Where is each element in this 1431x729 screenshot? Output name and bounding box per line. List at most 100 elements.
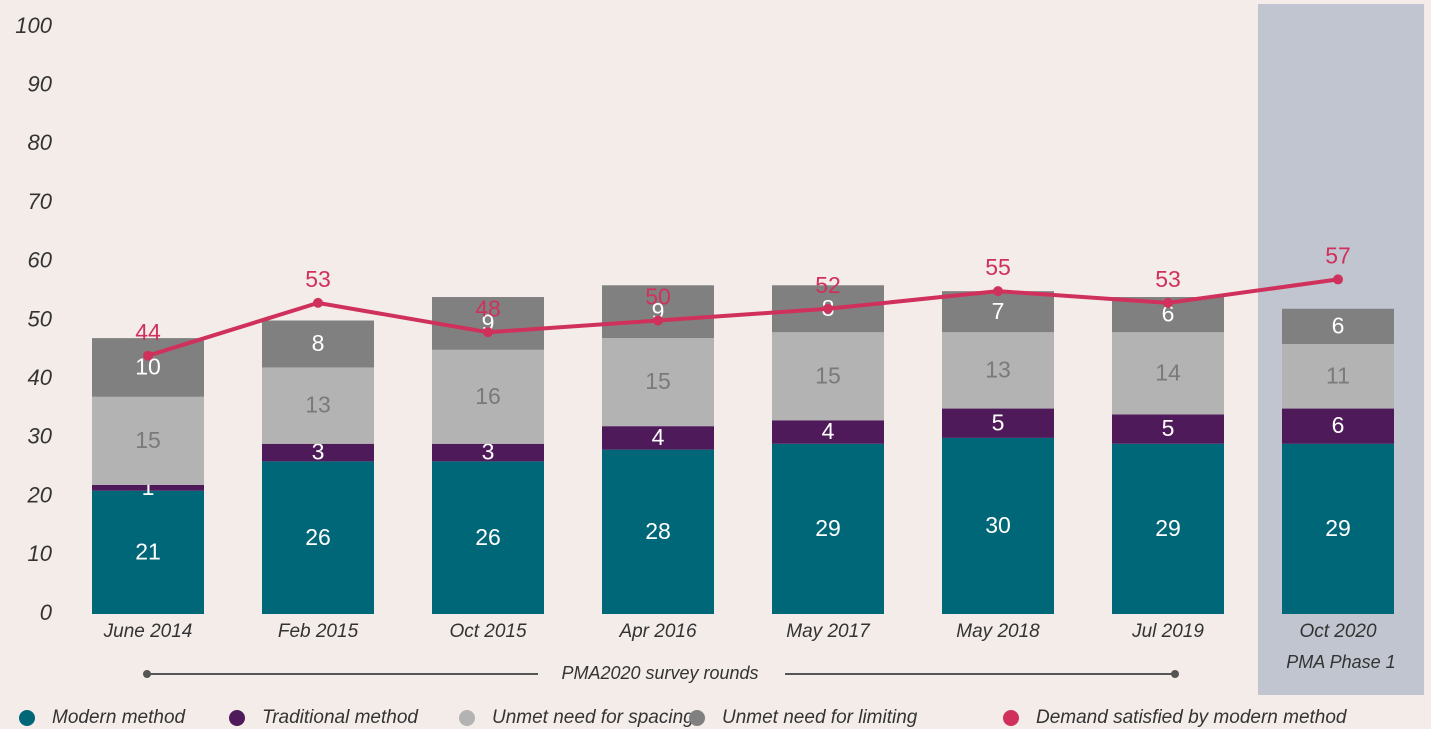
x-tick-label: Oct 2020: [1299, 621, 1377, 642]
line-label: 53: [1155, 266, 1181, 292]
y-tick-label: 0: [40, 600, 53, 625]
bar-segment: [262, 443, 374, 462]
line-point: [993, 286, 1003, 297]
segment-label: 15: [135, 427, 161, 453]
x-tick-label: June 2014: [103, 621, 193, 642]
segment-label: 6: [1332, 412, 1345, 438]
segment-label: 15: [815, 362, 841, 388]
line-point: [653, 315, 663, 326]
y-tick-label: 20: [27, 482, 53, 507]
bar-segment: [1282, 443, 1394, 614]
segment-label: 13: [305, 392, 331, 418]
bar-segment: [1282, 308, 1394, 344]
bar-segment: [262, 320, 374, 368]
line-point: [823, 303, 833, 314]
x-tick-label: May 2018: [956, 621, 1040, 642]
line-label: 55: [985, 254, 1011, 280]
line: [147, 277, 1339, 358]
y-tick-label: 50: [28, 306, 53, 331]
bar-segment: [772, 420, 884, 444]
segment-label: 11: [1326, 362, 1350, 388]
legend-marker: [689, 710, 705, 726]
segment-label: 29: [815, 515, 841, 541]
bar-segment: [942, 332, 1054, 409]
y-tick-label: 10: [28, 541, 53, 566]
y-tick-label: 60: [28, 248, 53, 273]
segment-label: 30: [985, 512, 1011, 538]
bar-segment: [432, 297, 544, 350]
segment-label: 7: [992, 298, 1005, 324]
legend-marker: [1003, 710, 1019, 726]
survey-rounds-end: [1171, 670, 1179, 678]
legend-marker: [19, 710, 35, 726]
segment-label: 28: [645, 518, 671, 544]
y-tick-label: 40: [28, 365, 53, 390]
bar-segment: [1112, 414, 1224, 444]
line-point: [1333, 274, 1343, 285]
segment-label: 4: [822, 418, 835, 444]
segment-label: 29: [1155, 515, 1181, 541]
legend-marker: [229, 710, 245, 726]
line-point: [143, 350, 153, 361]
line-point: [1163, 297, 1173, 308]
bar-segment: [432, 443, 544, 462]
line-point: [483, 327, 493, 338]
segment-label: 6: [1332, 312, 1345, 338]
segment-label: 6: [1162, 301, 1175, 327]
segment-label: 16: [475, 383, 501, 409]
bar-segment: [942, 291, 1054, 333]
segment-label: 26: [475, 524, 501, 550]
x-tick-label: Apr 2016: [618, 621, 697, 642]
segment-label: 8: [312, 330, 325, 356]
line-point: [313, 297, 323, 308]
bar-segment: [602, 285, 714, 339]
legend-label: Demand satisfied by modern method: [1036, 707, 1348, 728]
legend-label: Modern method: [52, 707, 187, 728]
line-label: 52: [815, 272, 841, 298]
bar-segment: [602, 426, 714, 450]
bar-segment: [432, 349, 544, 444]
line-label: 48: [475, 295, 501, 321]
bar-segment: [262, 367, 374, 444]
bar-segment: [772, 332, 884, 421]
legend-label: Unmet need for spacing: [492, 707, 694, 728]
survey-rounds-label: PMA2020 survey rounds: [561, 663, 758, 683]
legend-label: Traditional method: [262, 707, 419, 728]
line-label: 44: [135, 319, 161, 345]
y-tick-label: 30: [28, 424, 53, 449]
survey-rounds-end: [143, 670, 151, 678]
bar-segment: [1282, 408, 1394, 444]
line-label: 57: [1325, 242, 1351, 268]
bar-segment: [92, 338, 204, 397]
segment-label: 5: [1162, 415, 1175, 441]
segment-label: 3: [482, 439, 495, 465]
bar-segment: [92, 484, 204, 491]
y-tick-label: 70: [28, 189, 53, 214]
bar-segment: [1282, 343, 1394, 409]
line-label: 53: [305, 266, 331, 292]
bar-segment: [1112, 332, 1224, 415]
x-tick-label: May 2017: [786, 621, 871, 642]
segment-label: 13: [985, 356, 1011, 382]
bar-segment: [1112, 443, 1224, 614]
y-tick-label: 90: [28, 72, 53, 97]
x-tick-label: Feb 2015: [278, 621, 359, 642]
bar-segment: [92, 490, 204, 614]
legend-marker: [459, 710, 475, 726]
phase-label: PMA Phase 1: [1286, 652, 1395, 672]
line-label: 50: [645, 284, 671, 310]
legend-label: Unmet need for limiting: [722, 707, 918, 728]
bar-segment: [262, 461, 374, 614]
y-tick-label: 80: [28, 130, 53, 155]
segment-label: 29: [1325, 515, 1351, 541]
segment-label: 14: [1155, 359, 1181, 385]
x-tick-label: Oct 2015: [449, 621, 527, 642]
segment-label: 5: [992, 409, 1005, 435]
bar-segment: [432, 461, 544, 614]
bar-segment: [602, 449, 714, 614]
y-tick-label: 100: [15, 13, 52, 38]
bar-segment: [772, 443, 884, 614]
segment-label: 4: [652, 424, 665, 450]
x-tick-label: Jul 2019: [1131, 621, 1204, 642]
